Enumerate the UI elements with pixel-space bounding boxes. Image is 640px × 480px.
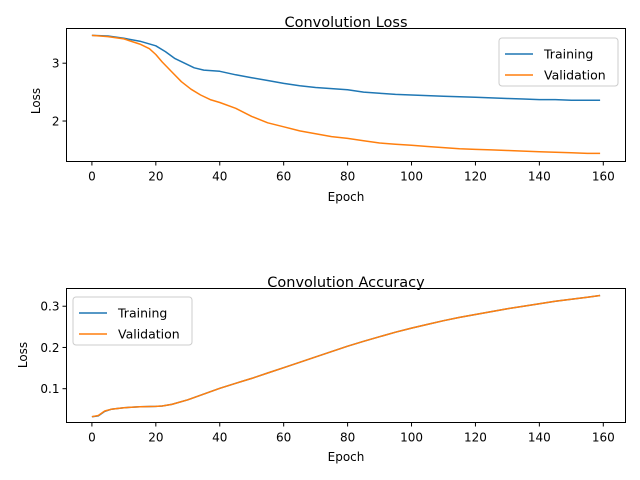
loss-chart-ytick-label: 2 xyxy=(52,115,60,129)
loss-chart-xtick-label: 120 xyxy=(464,170,487,184)
loss-chart-xlabel: Epoch xyxy=(328,190,365,204)
accuracy-chart-xtick-label: 20 xyxy=(148,431,163,445)
loss-chart-ytick-label: 3 xyxy=(52,57,60,71)
loss-chart-title: Convolution Loss xyxy=(284,15,407,31)
loss-chart-xtick-label: 40 xyxy=(212,170,227,184)
accuracy-chart-xtick-label: 60 xyxy=(276,431,291,445)
accuracy-chart: Convolution Accuracy 0 20 40 60 80 100 120 140 1… xyxy=(16,275,626,464)
loss-chart-series-training-line xyxy=(91,34,601,101)
loss-chart-xtick-label: 60 xyxy=(276,170,291,184)
loss-chart-legend-box xyxy=(498,37,619,87)
loss-chart-legend-entry: Validation xyxy=(544,68,606,83)
loss-chart-xtick-label: 100 xyxy=(400,170,423,184)
loss-chart-series-validation-line xyxy=(91,34,601,155)
accuracy-chart-series-validation-line xyxy=(91,294,601,418)
loss-chart-marks: 0 20 40 60 80 100 120 140 160 2 3 xyxy=(52,34,615,184)
accuracy-chart-ylabel: Loss xyxy=(16,342,30,368)
loss-chart: Convolution Loss 0 20 40 60 80 100 120 140 160 2 3… xyxy=(29,15,626,204)
accuracy-chart-legend-entry: Validation xyxy=(118,327,180,342)
loss-chart-ylabel: Loss xyxy=(29,88,43,114)
accuracy-chart-xtick-label: 0 xyxy=(88,431,96,445)
accuracy-chart-legend-entry: Training xyxy=(117,306,167,321)
accuracy-chart-legend-box xyxy=(72,296,193,346)
loss-chart-legend-entry: Training xyxy=(543,47,593,62)
accuracy-chart-xtick-label: 160 xyxy=(592,431,615,445)
loss-chart-xtick-label: 160 xyxy=(592,170,615,184)
accuracy-chart-ytick-label: 0.1 xyxy=(40,382,59,396)
accuracy-chart-frame xyxy=(66,288,626,423)
loss-chart-xtick-label: 20 xyxy=(148,170,163,184)
loss-chart-legend: Training Validation xyxy=(498,37,619,87)
loss-chart-xtick-label: 0 xyxy=(88,170,96,184)
loss-chart-xtick-label: 140 xyxy=(528,170,551,184)
accuracy-chart-title: Convolution Accuracy xyxy=(267,275,425,291)
accuracy-chart-xlabel: Epoch xyxy=(328,450,365,464)
accuracy-chart-xtick-label: 40 xyxy=(212,431,227,445)
accuracy-chart-xtick-label: 120 xyxy=(464,431,487,445)
accuracy-chart-marks: 0 20 40 60 80 100 120 140 160 0.1 0.2 0.3 xyxy=(40,294,615,445)
accuracy-chart-xtick-label: 100 xyxy=(400,431,423,445)
accuracy-chart-ytick-label: 0.3 xyxy=(40,300,59,314)
accuracy-chart-legend: Training Validation xyxy=(72,296,193,346)
accuracy-chart-xtick-label: 80 xyxy=(340,431,355,445)
loss-chart-xtick-label: 80 xyxy=(340,170,355,184)
loss-chart-frame xyxy=(66,28,626,162)
accuracy-chart-ytick-label: 0.2 xyxy=(40,341,59,355)
accuracy-chart-xtick-label: 140 xyxy=(528,431,551,445)
